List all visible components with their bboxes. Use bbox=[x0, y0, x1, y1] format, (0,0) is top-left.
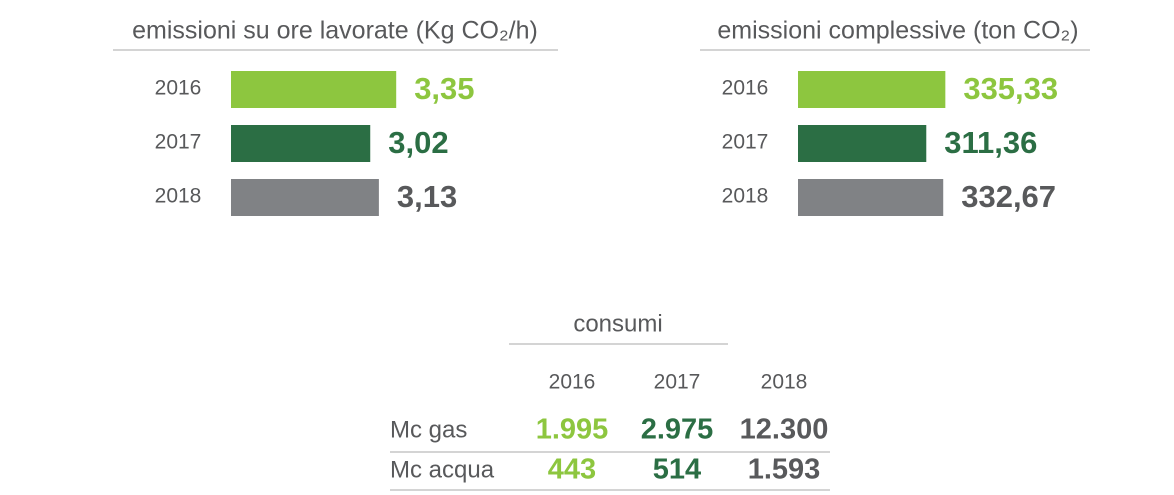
chart-title: emissioni complessive (ton CO₂) bbox=[717, 17, 1078, 45]
bar bbox=[798, 71, 946, 108]
cell-value: 2.975 bbox=[641, 414, 714, 446]
bar bbox=[231, 179, 379, 216]
bar bbox=[798, 125, 927, 162]
value-label: 3,35 bbox=[414, 71, 474, 106]
cell-value: 514 bbox=[653, 454, 701, 486]
cell-value: 1.995 bbox=[536, 414, 609, 446]
bar bbox=[231, 71, 397, 108]
cell-value: 1.593 bbox=[748, 454, 821, 486]
cell-value: 12.300 bbox=[740, 414, 829, 446]
category-label: 2018 bbox=[722, 185, 769, 208]
chart-title: emissioni su ore lavorate (Kg CO₂/h) bbox=[132, 17, 538, 45]
bar bbox=[231, 125, 371, 162]
category-label: 2017 bbox=[722, 131, 769, 154]
category-label: 2017 bbox=[155, 131, 202, 154]
table-title: consumi bbox=[573, 310, 662, 337]
category-label: 2016 bbox=[722, 77, 769, 100]
row-label: Mc gas bbox=[390, 416, 467, 443]
value-label: 311,36 bbox=[944, 125, 1037, 160]
value-label: 3,02 bbox=[388, 125, 448, 160]
row-label: Mc acqua bbox=[390, 456, 495, 483]
column-header: 2016 bbox=[549, 371, 596, 394]
value-label: 335,33 bbox=[963, 71, 1058, 106]
value-label: 332,67 bbox=[961, 179, 1056, 214]
column-header: 2017 bbox=[654, 371, 701, 394]
column-header: 2018 bbox=[761, 371, 808, 394]
cell-value: 443 bbox=[548, 454, 596, 486]
value-label: 3,13 bbox=[397, 179, 457, 214]
bar bbox=[798, 179, 944, 216]
category-label: 2016 bbox=[155, 77, 202, 100]
category-label: 2018 bbox=[155, 185, 202, 208]
